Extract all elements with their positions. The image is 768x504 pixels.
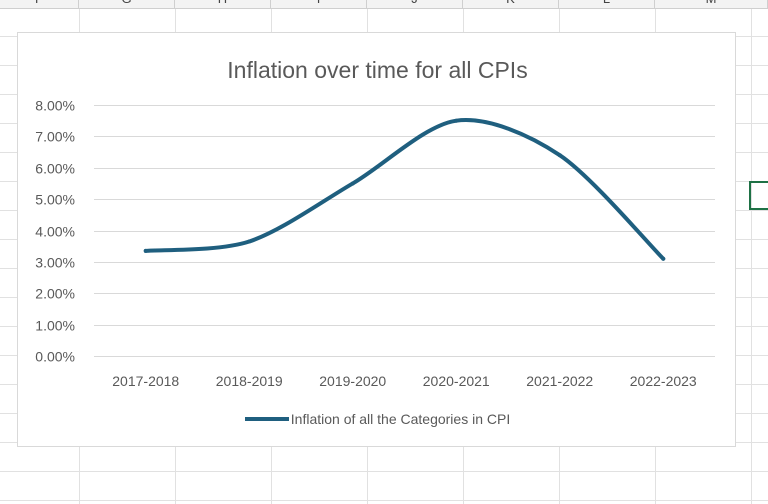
column-header-f[interactable]: F	[0, 0, 79, 8]
horizontal-gridlines	[94, 105, 715, 357]
y-axis-tick-labels: 0.00% 1.00% 2.00% 3.00% 4.00% 5.00% 6.00% 7.00%…	[35, 98, 75, 365]
data-point[interactable]	[350, 181, 355, 186]
legend-label: Inflation of all the Categories in CPI	[290, 411, 511, 427]
column-header-l[interactable]: L	[559, 0, 655, 8]
data-point[interactable]	[661, 256, 666, 261]
column-header-m[interactable]: M	[655, 0, 768, 8]
column-header-j[interactable]: J	[367, 0, 463, 8]
y-tick-label: 5.00%	[35, 192, 75, 208]
series-layer	[143, 118, 666, 261]
y-tick-label: 8.00%	[35, 98, 75, 114]
column-header-i[interactable]: I	[271, 0, 367, 8]
x-tick-label: 2020-2021	[423, 373, 490, 389]
x-tick-label: 2017-2018	[112, 373, 179, 389]
column-header-k[interactable]: K	[463, 0, 559, 8]
column-header-h[interactable]: H	[175, 0, 271, 8]
line-chart-plot[interactable]: 0.00% 1.00% 2.00% 3.00% 4.00% 5.00% 6.00% 7.00%…	[18, 33, 737, 448]
chart-title[interactable]: Inflation over time for all CPIs	[227, 57, 528, 83]
column-header-g[interactable]: G	[79, 0, 175, 8]
y-tick-label: 3.00%	[35, 255, 75, 271]
x-tick-label: 2022-2023	[630, 373, 697, 389]
data-point[interactable]	[454, 118, 459, 123]
x-axis-tick-labels: 2017-2018 2018-2019 2019-2020 2020-2021 2021…	[112, 373, 697, 389]
legend-line-swatch	[244, 417, 289, 421]
series-line[interactable]	[143, 118, 666, 261]
x-tick-label: 2018-2019	[216, 373, 283, 389]
y-tick-label: 4.00%	[35, 224, 75, 240]
chart-area[interactable]: Inflation over time for all CPIs 0.00% 1.…	[17, 32, 736, 447]
selected-cell[interactable]	[749, 181, 768, 210]
x-tick-label: 2019-2020	[319, 373, 386, 389]
x-tick-label: 2021-2022	[526, 373, 593, 389]
chart-legend[interactable]: Inflation of all the Categories in CPI	[18, 411, 737, 427]
data-point[interactable]	[557, 153, 562, 158]
y-tick-label: 2.00%	[35, 286, 75, 302]
data-point[interactable]	[247, 239, 252, 244]
y-tick-label: 0.00%	[35, 349, 75, 365]
y-tick-label: 1.00%	[35, 318, 75, 334]
y-tick-label: 7.00%	[35, 129, 75, 145]
data-point[interactable]	[143, 248, 148, 253]
y-tick-label: 6.00%	[35, 161, 75, 177]
column-header-row: F G H I J K L M	[0, 0, 768, 9]
